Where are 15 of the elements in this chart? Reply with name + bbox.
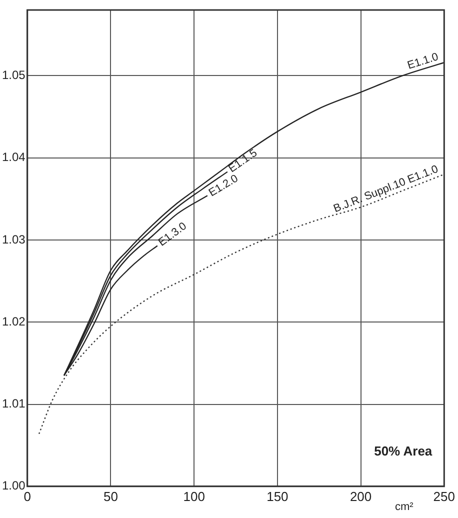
y-tick-label: 1.02: [2, 314, 26, 328]
x-tick-label: 150: [266, 488, 288, 504]
x-tick-label: 200: [350, 488, 372, 504]
y-tick-label: 1.01: [2, 396, 26, 411]
x-tick-label: 100: [183, 488, 205, 504]
x-axis-title: cm²: [394, 500, 414, 513]
y-tick-label: 1.04: [2, 150, 26, 164]
y-tick-label: 1.05: [2, 68, 26, 82]
annotation: 50% Area: [374, 443, 433, 458]
x-tick-label: 50: [103, 488, 118, 504]
x-tick-label: 250: [433, 488, 456, 504]
y-tick-label: 1.00: [2, 478, 26, 493]
y-tick-label: 1.03: [2, 232, 26, 246]
x-tick-label: 0: [24, 488, 31, 504]
text: E1.1.0: [406, 50, 440, 72]
